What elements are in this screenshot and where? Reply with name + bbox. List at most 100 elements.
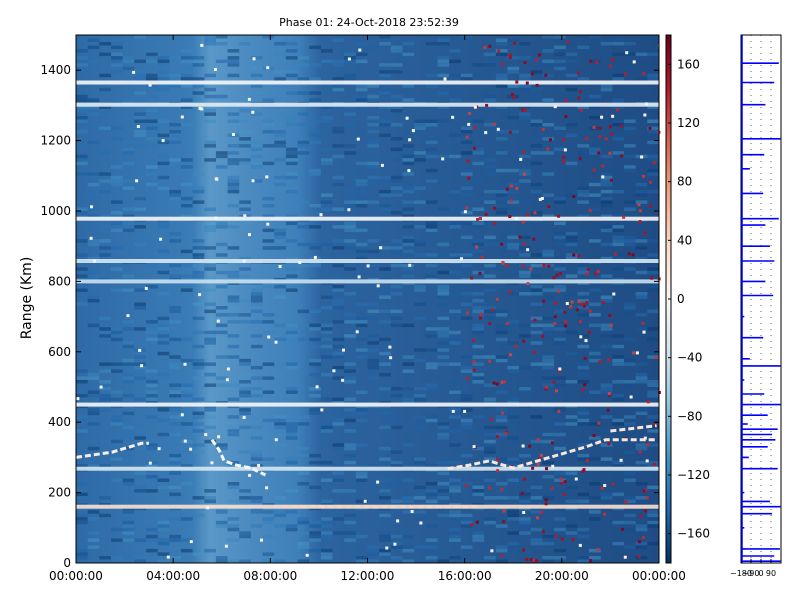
heatmap-cell (274, 443, 286, 447)
heatmap-cell (169, 158, 181, 162)
noise-pixel (356, 137, 360, 141)
heatmap-cell (624, 267, 636, 271)
heatmap-cell (589, 358, 601, 363)
heatmap-cell (204, 94, 216, 99)
heatmap-cell (134, 429, 146, 433)
heatmap-cell (624, 130, 636, 134)
noise-pixel (251, 110, 255, 114)
heatmap-cell (99, 556, 111, 560)
heatmap-cell (169, 56, 181, 60)
heatmap-cell (647, 189, 659, 194)
heatmap-cell (554, 527, 566, 532)
heatmap-cell (472, 538, 485, 542)
heatmap-cell (600, 429, 613, 433)
heatmap-cell (146, 126, 158, 130)
heatmap-cell (99, 189, 111, 194)
heatmap-cell (425, 228, 438, 233)
heatmap-cell (332, 478, 345, 482)
heatmap-cell (332, 182, 345, 187)
heatmap-cell (460, 524, 473, 528)
heatmap-cell (355, 355, 368, 359)
noise-pixel (525, 557, 529, 561)
heatmap-cell (227, 355, 240, 359)
heatmap-cell (157, 119, 170, 123)
heatmap-cell (180, 77, 193, 81)
heatmap-cell (379, 288, 391, 292)
heatmap-cell (274, 418, 286, 423)
noise-pixel (607, 392, 611, 395)
heatmap-cell (111, 397, 123, 402)
heatmap-cell (624, 450, 636, 454)
heatmap-cell (262, 418, 275, 423)
heatmap-cell (274, 182, 286, 187)
heatmap-cell (612, 133, 625, 138)
heatmap-cell (414, 200, 426, 204)
heatmap-cell (332, 239, 345, 243)
noise-pixel (553, 322, 557, 325)
heatmap-cell (239, 137, 251, 141)
y-tick-label: 800 (48, 274, 71, 288)
heatmap-cell (192, 263, 205, 268)
heatmap-cell (589, 323, 601, 328)
heatmap-cell (589, 274, 601, 278)
heatmap-cell (87, 394, 100, 398)
noise-pixel (625, 51, 629, 55)
heatmap-cell (227, 517, 240, 521)
heatmap-cell (250, 320, 263, 324)
heatmap-cell (460, 513, 473, 518)
heatmap-cell (87, 295, 100, 299)
heatmap-cell (204, 35, 216, 39)
heatmap-cell (355, 228, 368, 233)
heatmap-cell (76, 239, 88, 243)
colorbar-tick-label: 160 (677, 57, 700, 71)
heatmap-cell (635, 460, 648, 465)
noise-pixel (600, 115, 604, 119)
heatmap-cell (274, 422, 286, 426)
heatmap-cell (122, 320, 135, 324)
heatmap-cell (309, 337, 321, 342)
heatmap-cell (134, 235, 146, 240)
noise-pixel (252, 57, 256, 61)
heatmap-cell (355, 249, 368, 254)
heatmap-cell (355, 478, 368, 482)
heatmap-cell (402, 499, 415, 504)
heatmap-cell (227, 246, 240, 250)
noise-pixel (557, 409, 561, 413)
noise-pixel (598, 135, 602, 139)
heatmap-cell (169, 517, 181, 521)
heatmap-cell (309, 394, 321, 398)
heatmap-cell (262, 98, 275, 102)
heatmap-cell (250, 154, 263, 159)
noise-pixel (578, 320, 582, 324)
heatmap-cell (437, 154, 450, 159)
noise-pixel (532, 350, 536, 354)
heatmap-cell (647, 390, 659, 394)
heatmap-cell (227, 56, 240, 60)
noise-pixel (243, 214, 247, 218)
noise-pixel (226, 367, 230, 371)
noise-pixel (553, 105, 557, 109)
heatmap-cell (332, 126, 345, 130)
heatmap-cell (111, 59, 123, 64)
heatmap-cell (402, 158, 415, 162)
heatmap-cell (262, 390, 275, 394)
heatmap-cell (180, 214, 193, 218)
heatmap-cell (297, 545, 310, 549)
noise-pixel (467, 176, 471, 180)
noise-pixel (563, 310, 567, 314)
heatmap-cell (390, 394, 403, 398)
heatmap-cell (180, 105, 193, 109)
heatmap-cell (99, 105, 111, 109)
noise-pixel (502, 520, 506, 524)
heatmap-cell (495, 327, 508, 331)
x-tick-label: 12:00:00 (341, 569, 395, 583)
heatmap-cell (565, 330, 578, 335)
heatmap-cell (355, 302, 368, 306)
noise-pixel (247, 97, 251, 101)
heatmap-cell (146, 52, 158, 57)
heatmap-cell (612, 443, 625, 447)
heatmap-cell (297, 415, 310, 419)
heatmap-cell (507, 531, 520, 535)
noise-pixel (183, 362, 187, 366)
heatmap-cell (472, 119, 485, 123)
